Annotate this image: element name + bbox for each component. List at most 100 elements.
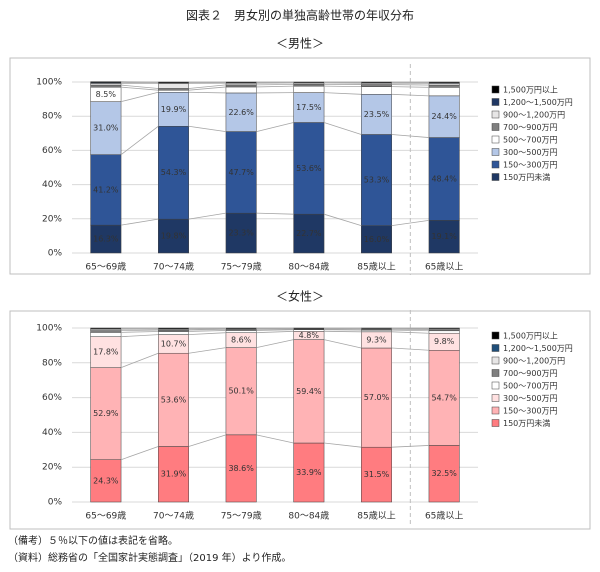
bar-segment [90, 81, 122, 83]
value-label: 24.4% [431, 112, 457, 121]
x-tick-label: 65歳以上 [425, 510, 463, 522]
value-label: 52.9% [93, 409, 119, 418]
value-label: 31.9% [161, 470, 187, 479]
bar-segment [90, 84, 122, 88]
bar-segment [361, 86, 392, 95]
legend-swatch [491, 148, 500, 156]
connector [324, 330, 362, 333]
chart-title: ＜男性＞ [276, 37, 324, 51]
connector [391, 329, 429, 332]
legend-label: 1,200～1,500万円 [503, 344, 573, 353]
bar-segment [90, 83, 122, 86]
bar-segment [225, 330, 257, 333]
connector [120, 352, 159, 369]
note: （備考）５％以下の値は表記を省略。 [8, 534, 178, 547]
value-label: 31.0% [93, 124, 119, 133]
value-label: 17.8% [93, 348, 119, 357]
value-label: 53.6% [296, 164, 322, 173]
bar-segment [293, 122, 325, 215]
connector [121, 334, 159, 338]
legend-swatch [491, 394, 500, 402]
connector [324, 85, 362, 88]
value-label: 41.2% [93, 185, 119, 194]
bar-segment [428, 83, 460, 86]
connector [120, 91, 159, 103]
value-label: 4.8% [299, 331, 320, 340]
bar-segment [293, 442, 325, 503]
bar-segment [225, 434, 257, 503]
value-label: 22.6% [228, 108, 254, 117]
value-label: 24.3% [93, 476, 119, 485]
bar-segment [361, 84, 392, 87]
connector [391, 445, 429, 448]
bar-segment [158, 352, 189, 447]
y-tick-label: 100% [36, 78, 62, 88]
bar-segment [293, 339, 325, 444]
bar-segment [293, 85, 325, 93]
connector [391, 347, 429, 351]
connector [256, 329, 294, 331]
connector [323, 213, 362, 227]
value-label: 32.5% [431, 469, 457, 478]
bar-segment [361, 329, 392, 333]
value-label: 53.6% [161, 395, 187, 404]
y-tick-label: 100% [36, 324, 62, 334]
bar-segment [90, 154, 122, 226]
legend-swatch [491, 369, 500, 377]
connector [121, 331, 159, 333]
connector [391, 134, 429, 138]
legend-swatch [491, 344, 500, 352]
connector [323, 122, 362, 135]
x-tick-label: 80～84歳 [288, 510, 329, 522]
bar-segment [428, 95, 460, 138]
connector [188, 86, 226, 91]
value-label: 22.7% [296, 229, 322, 238]
legend-swatch [491, 160, 500, 169]
page-title: 図表２ 男女別の単独高齢世帯の年収分布 [186, 8, 414, 23]
value-label: 16.3% [93, 235, 119, 244]
value-label: 9.3% [366, 335, 387, 344]
connector [188, 91, 226, 94]
legend-label: 150～300万円 [503, 161, 558, 170]
value-label: 59.4% [296, 387, 322, 396]
connector [120, 446, 159, 461]
value-label: 54.3% [161, 168, 187, 177]
bar-segment [428, 137, 460, 221]
panel [9, 57, 591, 275]
x-tick-label: 85歳以上 [357, 261, 395, 273]
bar-segment [90, 459, 122, 503]
bar-segment [158, 89, 189, 93]
x-tick-label: 65～69歳 [85, 261, 126, 273]
y-tick-label: 60% [42, 393, 62, 403]
value-label: 50.1% [228, 387, 254, 396]
value-label: 19.9% [161, 105, 187, 114]
bar-segment [293, 92, 325, 123]
chart-title: ＜女性＞ [276, 289, 324, 304]
bar-segment [361, 81, 392, 83]
connector [188, 332, 226, 336]
connector [188, 328, 226, 331]
legend-swatch [491, 173, 500, 181]
connector [256, 83, 294, 86]
bar-segment [428, 330, 460, 334]
value-label: 17.5% [296, 103, 322, 112]
connector [324, 92, 362, 95]
bar-segment [428, 350, 460, 446]
value-label: 9.8% [434, 337, 455, 346]
legend-label: 700～900万円 [503, 369, 558, 378]
bar-segment [293, 213, 325, 254]
bar-segment [361, 134, 392, 226]
legend-swatch [491, 85, 500, 94]
panel [9, 310, 591, 530]
y-tick-label: 40% [42, 180, 62, 190]
connector [391, 93, 429, 97]
connector [188, 212, 227, 220]
legend-swatch [491, 110, 500, 119]
connector [188, 434, 227, 447]
legend-swatch [491, 331, 500, 340]
value-label: 53.3% [364, 176, 390, 185]
bar-segment [90, 367, 122, 460]
x-tick-label: 70～74歳 [153, 261, 194, 273]
x-tick-label: 70～74歳 [153, 510, 194, 522]
bar-segment [293, 81, 325, 83]
